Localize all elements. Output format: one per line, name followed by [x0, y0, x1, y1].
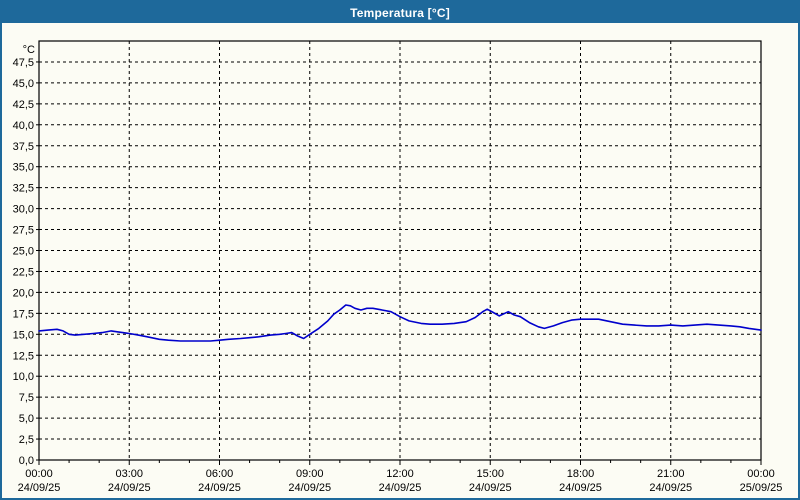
- y-tick-label: 17,5: [13, 308, 34, 320]
- x-tick-time: 00:00: [25, 468, 53, 480]
- unit-label: °C: [23, 44, 35, 56]
- chart-area: 47,5 45,0 42,5 40,0 37,5 35,0 32,5 30,0 27,5 25,0…: [2, 23, 798, 498]
- y-tick-label: 12,5: [13, 350, 34, 362]
- chart-title: Temperatura [°C]: [350, 5, 450, 20]
- y-tick-label: 30,0: [13, 204, 34, 216]
- temperature-chart: 47,5 45,0 42,5 40,0 37,5 35,0 32,5 30,0 27,5 25,0…: [13, 40, 783, 494]
- y-tick-label: 45,0: [13, 78, 34, 90]
- y-tick-label: 32,5: [13, 183, 34, 195]
- y-tick-label: 7,5: [19, 392, 34, 404]
- x-tick-time: 06:00: [206, 468, 234, 480]
- x-tick-date: 24/09/25: [649, 482, 692, 494]
- y-tick-label: 40,0: [13, 120, 34, 132]
- y-tick-label: 0,0: [19, 455, 34, 467]
- x-tick-time: 21:00: [657, 468, 685, 480]
- x-tick-time: 18:00: [567, 468, 595, 480]
- y-tick-label: 15,0: [13, 329, 34, 341]
- y-tick-label: 5,0: [19, 413, 34, 425]
- x-tick-date: 24/09/25: [559, 482, 602, 494]
- y-tick-label: 25,0: [13, 246, 34, 258]
- x-tick-date: 24/09/25: [18, 482, 61, 494]
- x-tick-date: 24/09/25: [469, 482, 512, 494]
- x-tick-date: 25/09/25: [740, 482, 783, 494]
- y-tick-label: 27,5: [13, 225, 34, 237]
- x-tick-date: 24/09/25: [198, 482, 241, 494]
- plot-border: [38, 40, 762, 461]
- x-axis-labels: 00:00 24/09/25 03:00 24/09/25 06:00 24/09/25 0…: [18, 468, 783, 494]
- y-tick-label: 2,5: [19, 434, 34, 446]
- x-tick-time: 00:00: [747, 468, 775, 480]
- x-tick-date: 24/09/25: [108, 482, 151, 494]
- y-tick-label: 37,5: [13, 141, 34, 153]
- x-gridlines: [128, 41, 672, 460]
- y-gridlines: [39, 61, 761, 440]
- y-tick-label: 42,5: [13, 99, 34, 111]
- temperature-line: [38, 304, 762, 342]
- x-tick-time: 09:00: [296, 468, 324, 480]
- title-bar: Temperatura [°C]: [2, 2, 798, 23]
- y-tick-label: 22,5: [13, 266, 34, 278]
- x-tick-time: 03:00: [115, 468, 143, 480]
- x-tick-date: 24/09/25: [379, 482, 422, 494]
- x-tick-time: 15:00: [476, 468, 504, 480]
- y-axis-labels: 47,5 45,0 42,5 40,0 37,5 35,0 32,5 30,0 27,5 25,0…: [13, 57, 34, 467]
- y-tick-label: 20,0: [13, 287, 34, 299]
- x-tick-date: 24/09/25: [288, 482, 331, 494]
- y-tick-label: 47,5: [13, 57, 34, 69]
- y-tick-label: 10,0: [13, 371, 34, 383]
- x-tick-time: 12:00: [386, 468, 414, 480]
- y-tick-label: 35,0: [13, 162, 34, 174]
